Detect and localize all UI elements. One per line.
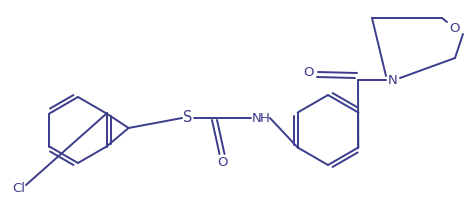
Text: N: N [252, 112, 262, 124]
Text: H: H [260, 112, 270, 124]
Text: S: S [183, 110, 193, 126]
Text: N: N [388, 74, 398, 86]
Text: Cl: Cl [12, 181, 25, 194]
Text: O: O [303, 66, 313, 78]
Text: O: O [450, 21, 460, 35]
Text: O: O [217, 155, 228, 169]
